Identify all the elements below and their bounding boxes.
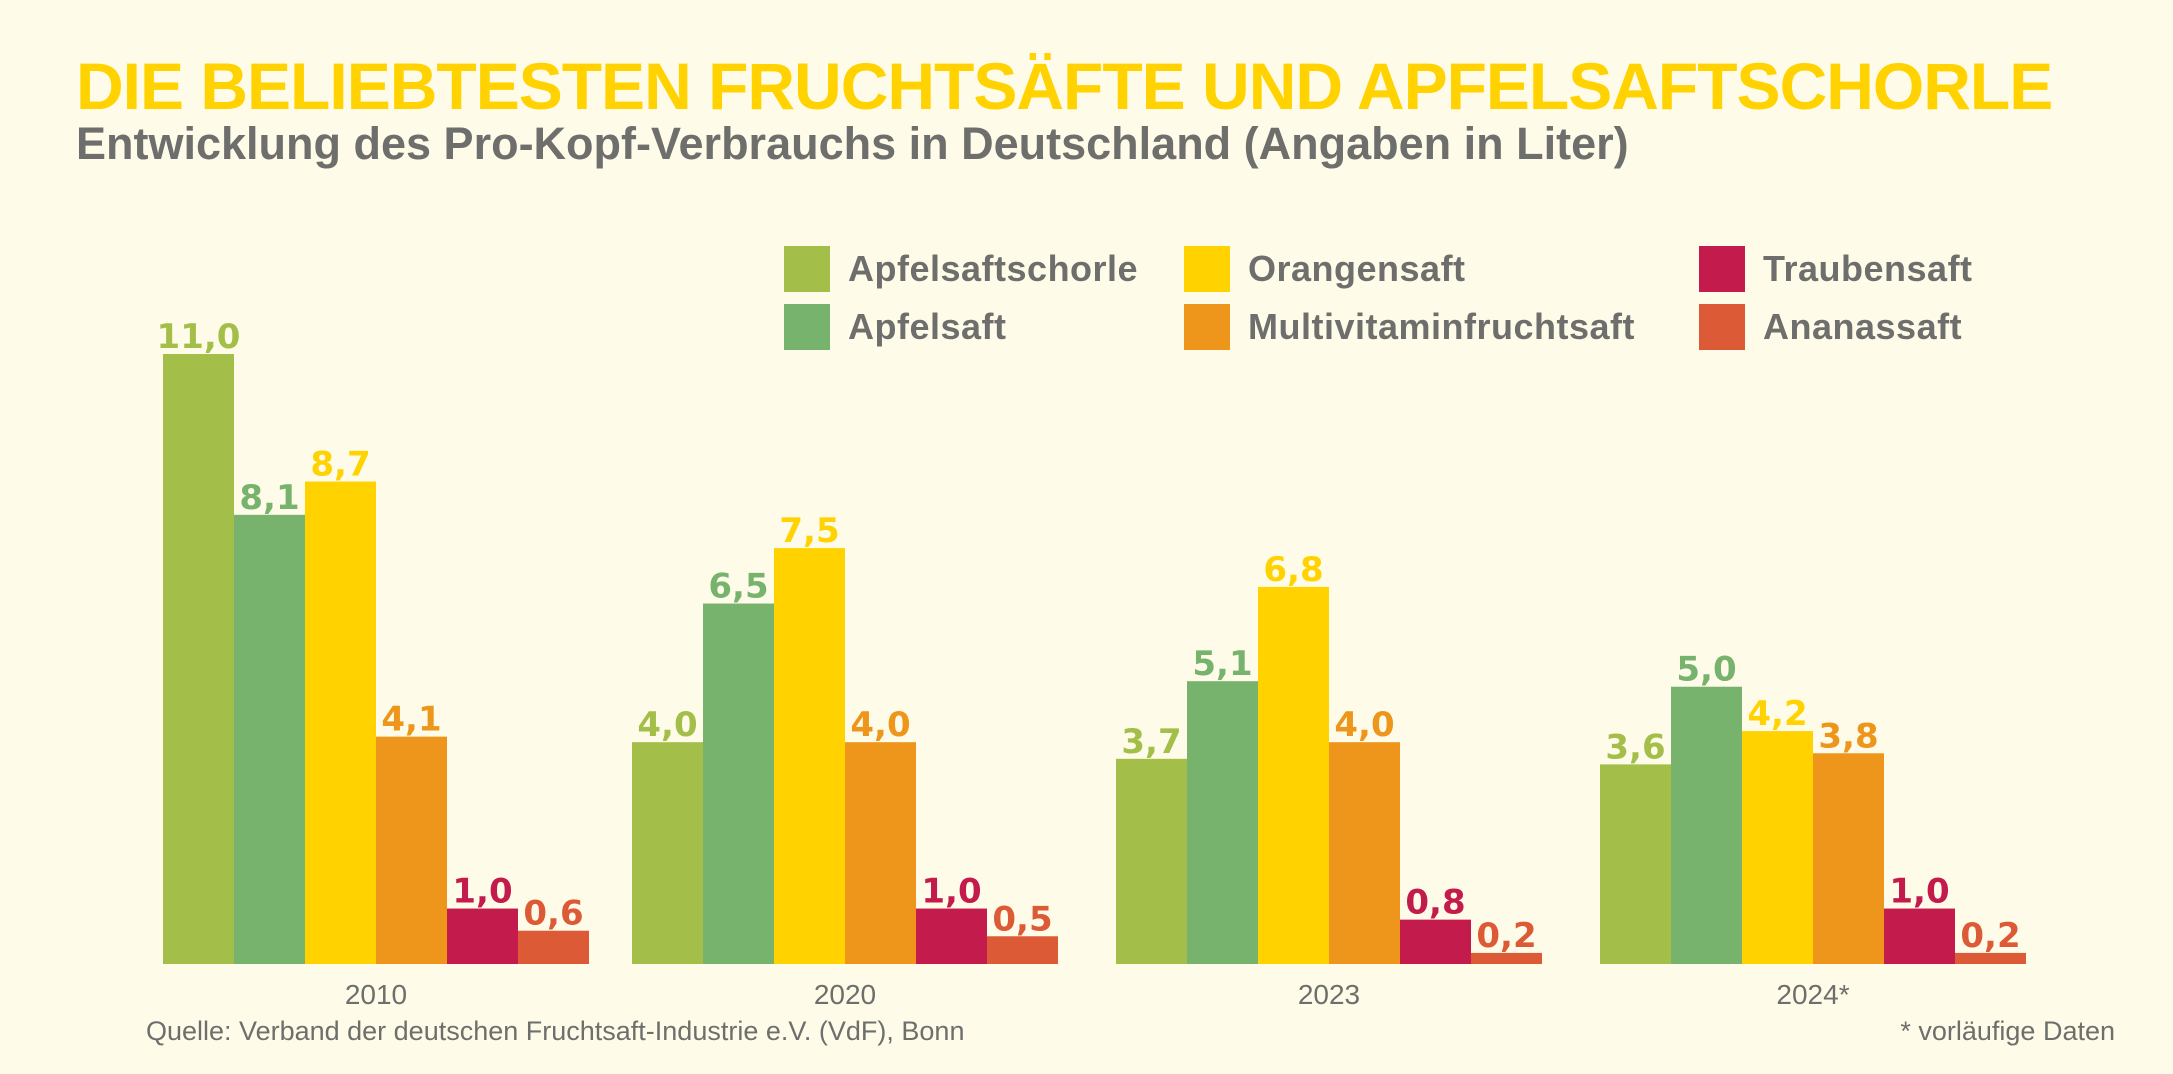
legend-item-orangensaft: Orangensaft [1184,246,1466,292]
legend-item-apfelsaft: Apfelsaft [784,304,1007,350]
legend-item-apfelsaftschorle: Apfelsaftschorle [784,246,1138,292]
data-label: 7,5 [779,511,839,551]
bar-ananassaft-2024 [1955,952,2026,964]
data-label: 0,2 [1476,916,1536,956]
data-label: 8,7 [310,445,370,485]
bar-apfelsaftschorle-2010 [163,354,234,964]
data-label: 4,0 [637,705,697,745]
chart-subtitle: Entwicklung des Pro-Kopf-Verbrauchs in D… [76,118,1629,169]
data-label: 1,0 [1889,872,1949,912]
data-label: 11,0 [157,317,241,357]
bar-ananassaft-2010 [518,930,589,964]
data-label: 8,1 [239,478,299,518]
data-label: 5,1 [1192,644,1252,684]
legend-swatch [784,246,830,292]
bar-group-2023: 3,7 5,1 6,8 4,0 0,8 0,2 [1116,550,1542,964]
data-label: 4,2 [1747,694,1807,734]
data-label: 4,1 [381,700,441,740]
data-label: 0,2 [1960,916,2020,956]
data-label: 1,0 [921,872,981,912]
data-label: 5,0 [1676,650,1736,690]
legend-item-ananassaft: Ananassaft [1699,304,1962,350]
data-label: 0,8 [1405,883,1465,923]
data-label: 0,5 [992,899,1052,939]
data-label: 6,5 [708,567,768,607]
legend-item-traubensaft: Traubensaft [1699,246,1973,292]
bar-group-2010: 11,0 8,1 8,7 4,1 1,0 0,6 [157,317,589,964]
x-tick-label: 2023 [1298,979,1360,1010]
x-tick-label: 2020 [814,979,876,1010]
bar-apfelsaftschorle-2024 [1600,764,1671,964]
footnote: * vorläufige Daten [1900,1016,2115,1046]
bar-group-2020: 4,0 6,5 7,5 4,0 1,0 0,5 [632,511,1058,964]
bar-orangensaft-2024 [1742,731,1813,964]
data-label: 4,0 [850,705,910,745]
legend-label: Apfelsaftschorle [848,248,1139,289]
legend-item-multivitaminfruchtsaft: Multivitaminfruchtsaft [1184,304,1635,350]
bar-traubensaft-2020 [916,908,987,964]
bar-ananassaft-2023 [1471,952,1542,964]
data-label: 3,7 [1121,722,1181,762]
bar-orangensaft-2010 [305,481,376,964]
data-label: 3,8 [1818,716,1878,756]
x-tick-label: 2024* [1776,979,1849,1010]
bar-orangensaft-2020 [774,548,845,964]
data-label: 3,6 [1605,727,1665,767]
bar-multivitaminfruchtsaft-2023 [1329,742,1400,964]
legend-label: Traubensaft [1763,248,1973,289]
legend-label: Apfelsaft [848,306,1007,347]
legend-label: Ananassaft [1763,306,1963,347]
bar-multivitaminfruchtsaft-2020 [845,742,916,964]
chart-title: DIE BELIEBTESTEN FRUCHTSÄFTE UND APFELSA… [76,49,2053,123]
x-tick-label: 2010 [345,979,407,1010]
bar-apfelsaftschorle-2023 [1116,758,1187,964]
bar-traubensaft-2024 [1884,908,1955,964]
data-label: 4,0 [1334,705,1394,745]
legend-swatch [784,304,830,350]
bar-apfelsaft-2010 [234,514,305,964]
bar-apfelsaftschorle-2020 [632,742,703,964]
legend-label: Orangensaft [1248,248,1466,289]
legend-swatch [1699,304,1745,350]
legend-label: Multivitaminfruchtsaft [1248,306,1636,347]
bar-multivitaminfruchtsaft-2024 [1813,753,1884,964]
data-label: 6,8 [1263,550,1323,590]
bar-group-2024: 3,6 5,0 4,2 3,8 1,0 0,2 [1600,650,2026,964]
data-label: 1,0 [452,872,512,912]
bar-apfelsaft-2020 [703,603,774,964]
bar-apfelsaft-2023 [1187,681,1258,964]
bar-multivitaminfruchtsaft-2010 [376,736,447,964]
bar-traubensaft-2023 [1400,919,1471,964]
legend-swatch [1184,246,1230,292]
bar-traubensaft-2010 [447,908,518,964]
legend-swatch [1699,246,1745,292]
bar-apfelsaft-2024 [1671,686,1742,964]
bar-orangensaft-2023 [1258,586,1329,964]
bar-ananassaft-2020 [987,936,1058,964]
data-label: 0,6 [523,894,583,934]
legend: Apfelsaftschorle Apfelsaft Orangensaft M… [784,246,2084,356]
source-note: Quelle: Verband der deutschen Fruchtsaft… [146,1016,965,1046]
legend-swatch [1184,304,1230,350]
